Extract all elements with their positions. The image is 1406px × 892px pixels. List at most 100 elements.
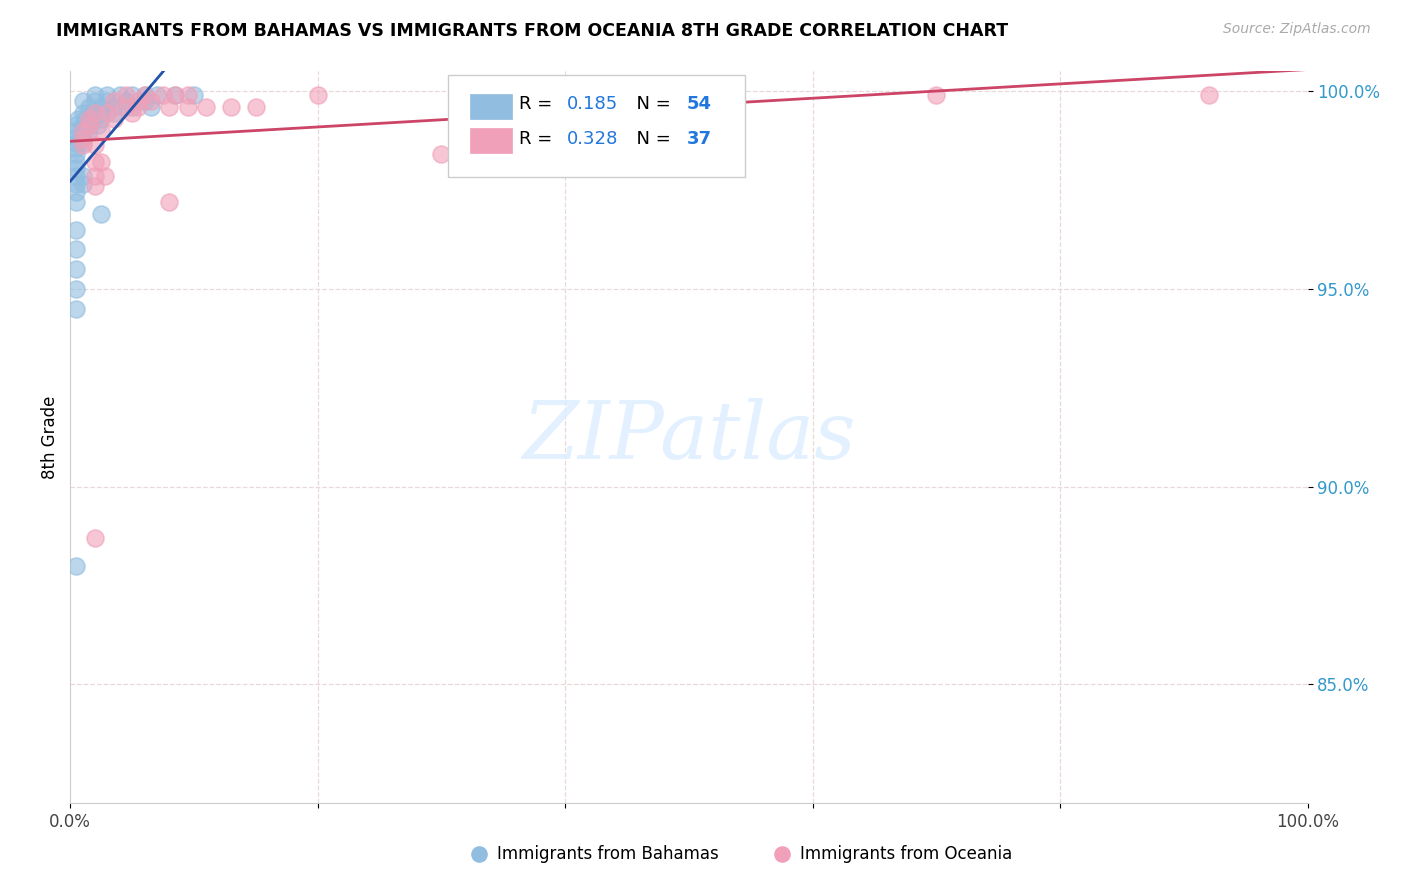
Point: [86, 118, 108, 132]
Text: N =: N =: [624, 129, 676, 148]
Text: R =: R =: [519, 129, 558, 148]
Point: [134, 94, 156, 108]
Point: [157, 100, 180, 114]
Point: [96, 106, 118, 120]
Point: [152, 88, 174, 103]
Point: [77, 100, 100, 114]
Point: [65, 129, 87, 144]
Text: 54: 54: [686, 95, 711, 113]
Point: [79, 118, 101, 132]
Point: [65, 242, 87, 256]
Point: [90, 100, 112, 114]
Text: 0.185: 0.185: [567, 95, 617, 113]
Point: [84, 169, 107, 183]
Point: [90, 106, 112, 120]
Point: [925, 88, 948, 103]
Point: [134, 88, 156, 103]
Point: [146, 88, 169, 103]
Point: [1198, 88, 1220, 103]
Point: [72, 118, 94, 132]
Point: [121, 88, 143, 103]
Point: [72, 177, 94, 191]
Point: [121, 100, 143, 114]
Point: [183, 88, 205, 103]
Point: [94, 169, 117, 183]
Point: [72, 137, 94, 152]
Point: [65, 194, 87, 209]
Point: [245, 100, 267, 114]
Text: N =: N =: [624, 95, 676, 113]
Point: [165, 88, 187, 103]
Point: [65, 147, 87, 161]
Point: [84, 155, 107, 169]
Point: [72, 169, 94, 183]
Point: [307, 88, 329, 103]
Point: [82, 106, 104, 120]
Point: [90, 207, 112, 221]
Point: [115, 100, 138, 114]
Text: Source: ZipAtlas.com: Source: ZipAtlas.com: [1223, 22, 1371, 37]
Point: [84, 88, 107, 103]
Text: Immigrants from Bahamas: Immigrants from Bahamas: [498, 845, 718, 863]
Point: [84, 106, 107, 120]
Point: [90, 112, 112, 126]
Point: [65, 222, 87, 236]
Point: [72, 123, 94, 137]
Point: [103, 106, 125, 120]
Point: [84, 94, 107, 108]
FancyBboxPatch shape: [447, 75, 745, 178]
Point: [65, 136, 87, 150]
Point: [127, 100, 149, 114]
Point: [65, 155, 87, 169]
Point: [84, 531, 107, 545]
Point: [134, 88, 156, 103]
FancyBboxPatch shape: [470, 128, 512, 153]
FancyBboxPatch shape: [470, 94, 512, 119]
Point: [65, 262, 87, 277]
Point: [65, 301, 87, 316]
Point: [75, 112, 97, 126]
Point: [108, 88, 131, 103]
Point: [139, 94, 162, 108]
Point: [65, 282, 87, 296]
Point: [165, 88, 187, 103]
Point: [103, 94, 125, 108]
Point: [139, 100, 162, 114]
Point: [96, 94, 118, 108]
Point: [430, 147, 453, 161]
Point: [65, 161, 87, 176]
Point: [65, 169, 87, 183]
Point: [65, 558, 87, 573]
Point: [84, 179, 107, 194]
Point: [72, 94, 94, 108]
Point: [121, 106, 143, 120]
Point: [65, 123, 87, 137]
Point: [65, 177, 87, 191]
Point: [84, 137, 107, 152]
Point: [90, 123, 112, 137]
Point: [177, 88, 200, 103]
Text: 37: 37: [686, 129, 711, 148]
Point: [127, 94, 149, 108]
Text: Immigrants from Oceania: Immigrants from Oceania: [800, 845, 1012, 863]
Point: [115, 94, 138, 108]
Point: [72, 106, 94, 120]
Point: [103, 100, 125, 114]
Point: [72, 131, 94, 145]
Text: IMMIGRANTS FROM BAHAMAS VS IMMIGRANTS FROM OCEANIA 8TH GRADE CORRELATION CHART: IMMIGRANTS FROM BAHAMAS VS IMMIGRANTS FR…: [56, 22, 1008, 40]
Point: [66, 112, 89, 126]
Point: [157, 194, 180, 209]
Text: R =: R =: [519, 95, 558, 113]
Point: [219, 100, 242, 114]
Point: [96, 88, 118, 103]
Point: [65, 118, 87, 132]
Point: [177, 100, 200, 114]
Point: [115, 88, 138, 103]
Point: [65, 185, 87, 199]
Point: [65, 141, 87, 155]
Point: [90, 155, 112, 169]
Point: [82, 112, 104, 126]
Text: ZIPatlas: ZIPatlas: [522, 399, 856, 475]
Point: [103, 112, 125, 126]
Point: [195, 100, 218, 114]
